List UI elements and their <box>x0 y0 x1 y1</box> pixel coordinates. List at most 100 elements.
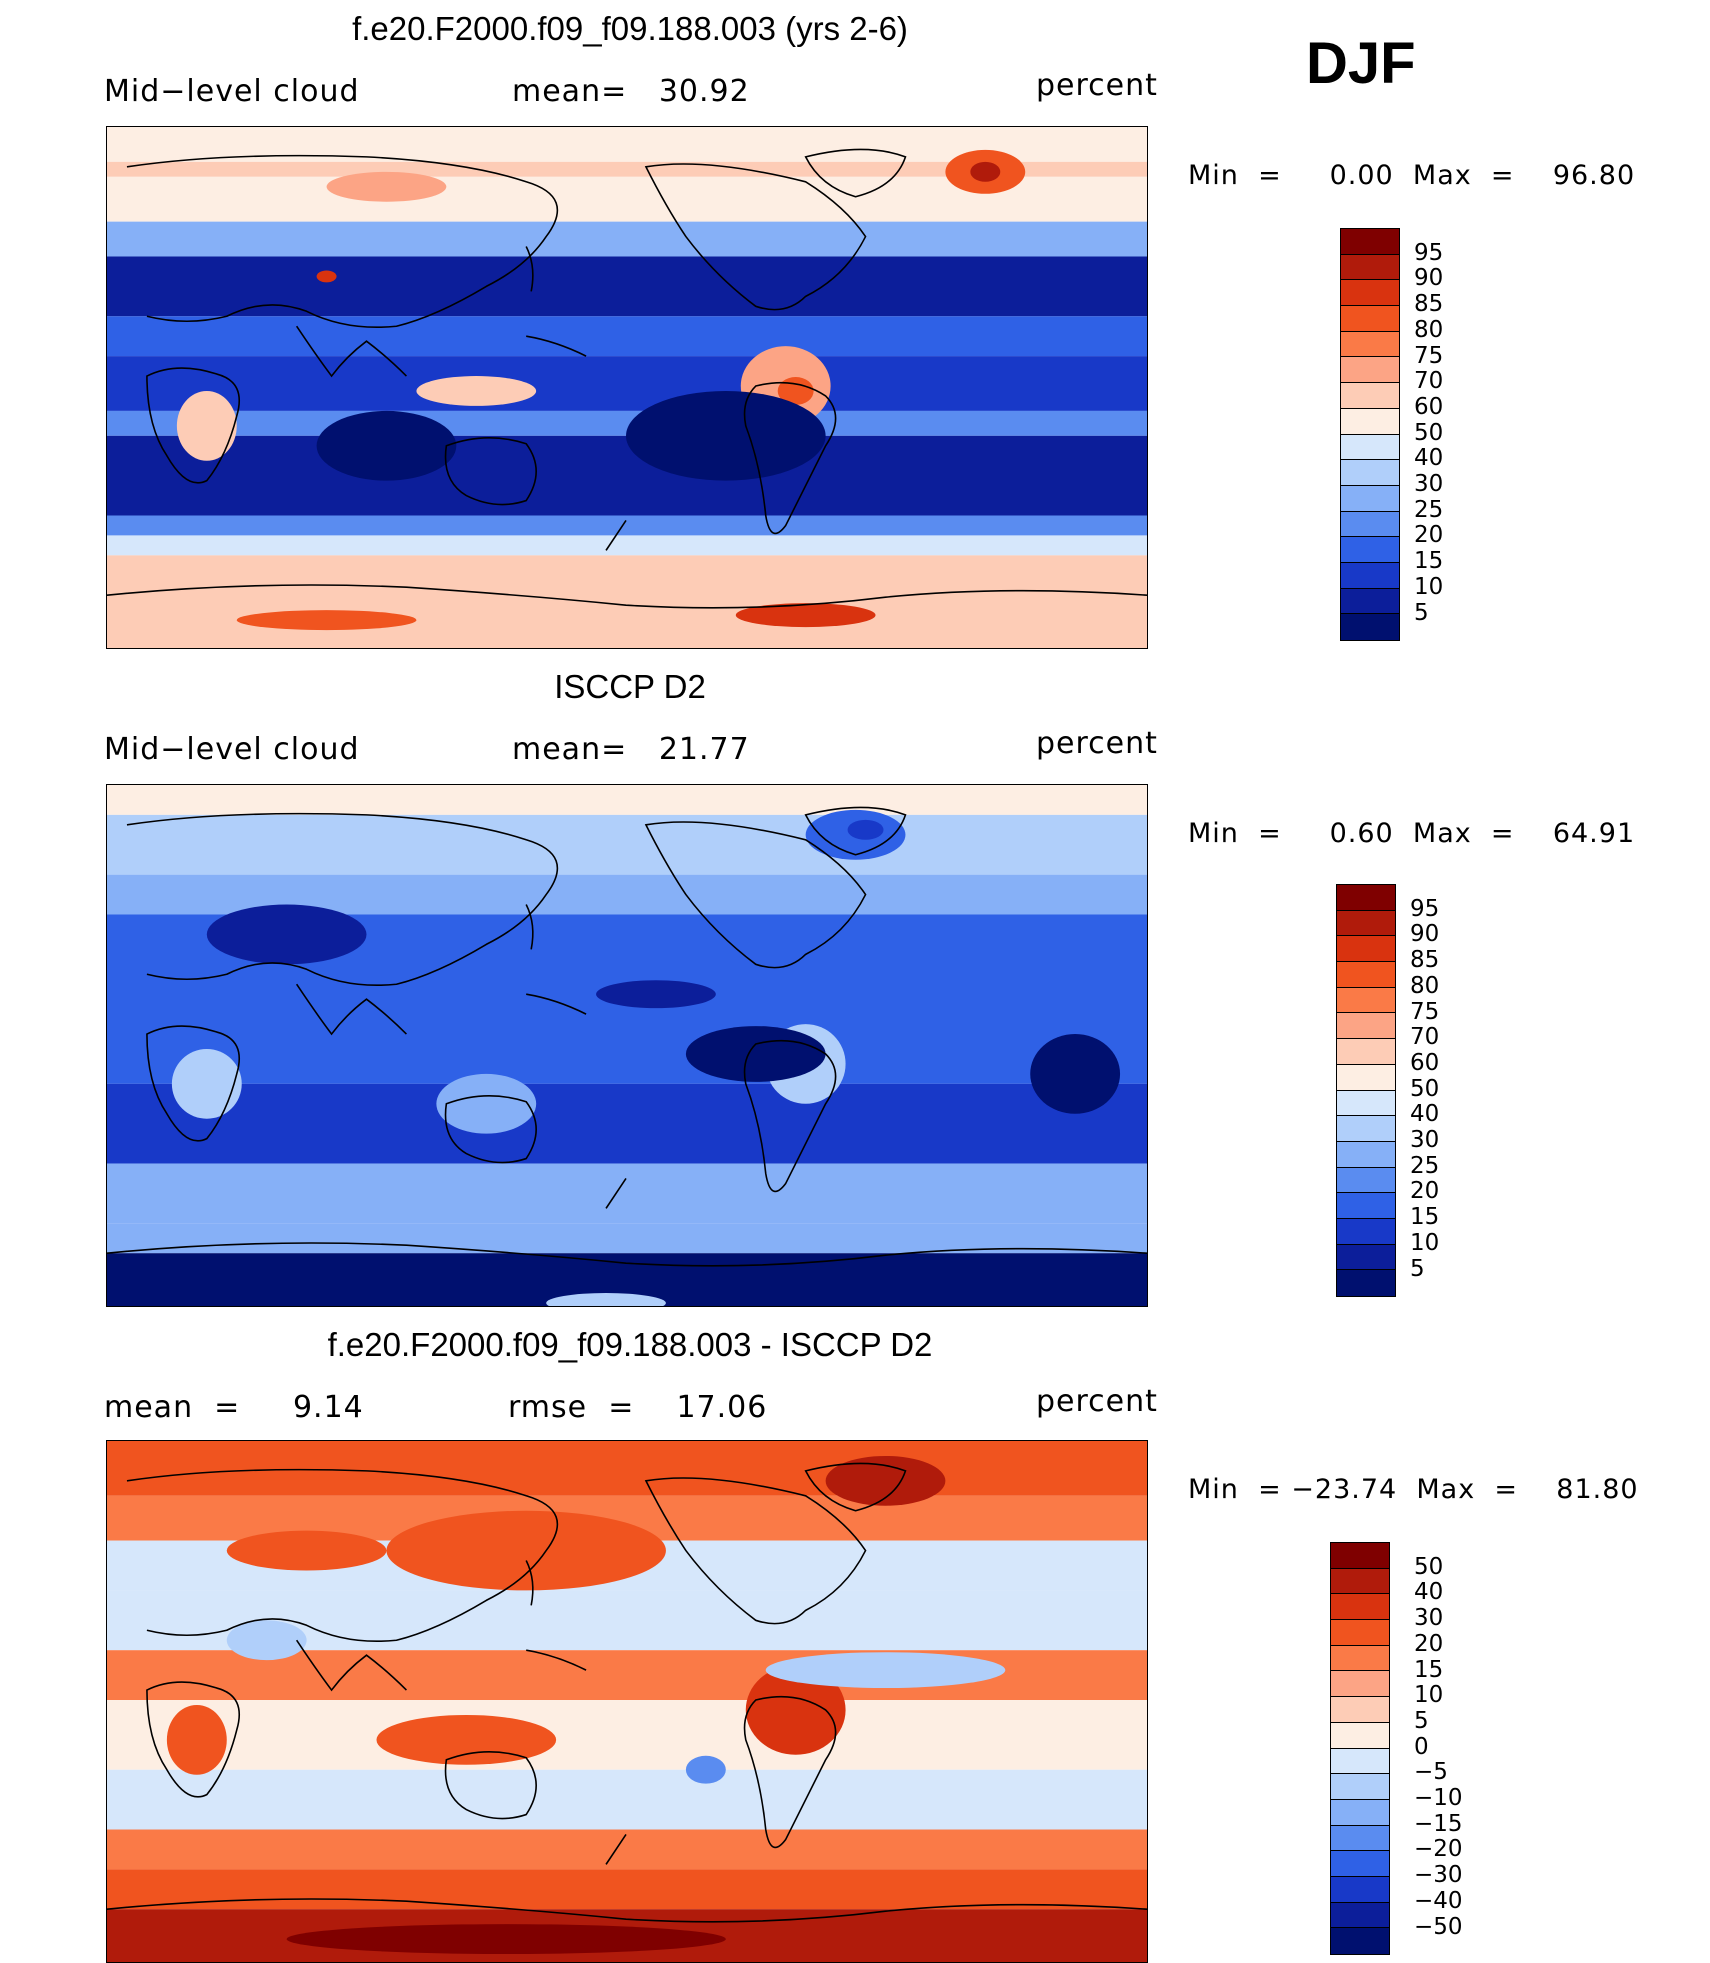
colorbar-swatch <box>1331 1722 1389 1749</box>
colorbar-tick-label: 0 <box>1414 1733 1429 1760</box>
colorbar-tick-label: 75 <box>1414 342 1444 369</box>
colorbar-tick-label: 20 <box>1414 522 1444 549</box>
colorbar-swatch <box>1337 1064 1395 1091</box>
field-blob <box>745 1665 846 1755</box>
field-band <box>107 1769 1147 1830</box>
colorbar-tick-label: 20 <box>1414 1630 1444 1657</box>
field-blob <box>626 390 826 481</box>
colorbar-swatch <box>1331 1568 1389 1595</box>
coastline <box>743 1039 837 1193</box>
colorbar-tick-label: 5 <box>1414 1707 1429 1734</box>
colorbar-tick-label: 70 <box>1410 1024 1440 1051</box>
colorbar-swatch <box>1337 962 1395 988</box>
coastline <box>525 904 534 950</box>
colorbar-tick-label: 90 <box>1410 921 1440 948</box>
colorbar-tick-label: 85 <box>1414 291 1444 318</box>
field-blob <box>416 376 537 406</box>
coastline <box>605 520 627 551</box>
field-band <box>107 535 1147 556</box>
panel-1-mean-label: mean= 30.92 <box>512 74 750 109</box>
colorbar-tick-label: 75 <box>1410 998 1440 1025</box>
panel-1-units-label: percent <box>1036 68 1158 103</box>
colorbar-tick-label: 15 <box>1414 1656 1444 1683</box>
field-band <box>107 1441 1147 1496</box>
field-blob <box>546 1293 666 1306</box>
coastline <box>126 154 559 329</box>
field-blob <box>226 1620 307 1661</box>
colorbar-tick-label: −50 <box>1414 1913 1463 1940</box>
coastline <box>146 367 241 484</box>
colorbar-tick-label: 80 <box>1410 972 1440 999</box>
field-blob <box>436 1073 537 1134</box>
coastline <box>295 325 407 378</box>
colorbar-swatch <box>1341 254 1399 281</box>
colorbar-tick-label: 95 <box>1414 239 1444 266</box>
colorbar-tick-label: 5 <box>1410 1255 1425 1282</box>
field-blob <box>236 610 417 631</box>
field-blob <box>777 377 814 405</box>
panel-1-map <box>106 126 1148 649</box>
coastline <box>107 1242 1147 1267</box>
colorbar-tick-label: 40 <box>1414 1579 1444 1606</box>
coastline <box>804 806 907 856</box>
coastline <box>605 1834 627 1865</box>
field-blob <box>171 1048 242 1119</box>
coastline <box>444 1751 537 1820</box>
panel-2-variable-label: Mid−level cloud <box>104 732 360 767</box>
colorbar-swatch <box>1341 357 1399 384</box>
coastline <box>526 1649 587 1671</box>
colorbar-swatch <box>1337 1270 1395 1296</box>
panel-1-map-field <box>107 127 1147 648</box>
colorbar-swatch <box>1337 910 1395 937</box>
coastline <box>804 1462 907 1512</box>
colorbar-swatch <box>1337 1090 1395 1117</box>
colorbar-tick-label: 50 <box>1414 419 1444 446</box>
colorbar-swatch <box>1337 1244 1395 1271</box>
panel-3-rmse-label: rmse = 17.06 <box>508 1390 768 1425</box>
panel-1-variable-label: Mid−level cloud <box>104 74 360 109</box>
colorbar-tick-label: −30 <box>1414 1862 1463 1889</box>
coastline <box>444 437 537 506</box>
field-blob <box>596 980 716 1009</box>
panel-2-title: ISCCP D2 <box>554 668 706 705</box>
colorbar-swatch <box>1331 1876 1389 1903</box>
colorbar-tick-label: 10 <box>1414 573 1444 600</box>
colorbar-tick-label: 25 <box>1410 1152 1440 1179</box>
colorbar-swatch <box>1331 1620 1389 1646</box>
colorbar-swatch <box>1337 936 1395 963</box>
colorbar-swatch <box>1341 511 1399 538</box>
colorbar-tick-label: 5 <box>1414 599 1429 626</box>
panel-1-minmax: Min = 0.00 Max = 96.80 <box>1188 160 1636 191</box>
colorbar-tick-label: −20 <box>1414 1836 1463 1863</box>
field-blob <box>1030 1034 1121 1114</box>
coastline <box>526 335 587 357</box>
coastline <box>644 1477 867 1625</box>
colorbar-tick-label: 15 <box>1414 548 1444 575</box>
colorbar-swatch <box>1341 229 1399 255</box>
field-band <box>107 1829 1147 1870</box>
colorbar-swatch <box>1331 1697 1389 1723</box>
coastline <box>146 1681 241 1798</box>
colorbar-swatch <box>1341 485 1399 512</box>
field-blob <box>166 1704 227 1775</box>
colorbar-tick-label: 25 <box>1414 496 1444 523</box>
colorbar-tick-label: 90 <box>1414 265 1444 292</box>
coastline <box>146 1025 241 1142</box>
colorbar-swatch <box>1337 1013 1395 1040</box>
colorbar-boxes <box>1330 1542 1390 1955</box>
colorbar-swatch <box>1337 1218 1395 1245</box>
colorbar-swatch <box>1337 987 1395 1014</box>
field-band <box>107 221 1147 257</box>
colorbar-swatch <box>1337 1141 1395 1168</box>
colorbar-swatch <box>1341 562 1399 589</box>
coastline <box>295 1639 407 1692</box>
field-blob <box>376 1714 557 1765</box>
field-blob <box>386 1510 666 1591</box>
colorbar-swatch <box>1337 1167 1395 1194</box>
field-blob <box>847 819 884 840</box>
colorbar-swatch <box>1331 1671 1389 1698</box>
field-band <box>107 555 1147 648</box>
colorbar-tick-label: 30 <box>1410 1127 1440 1153</box>
colorbar-swatch <box>1331 1645 1389 1672</box>
panel-3-map-field <box>107 1441 1147 1962</box>
